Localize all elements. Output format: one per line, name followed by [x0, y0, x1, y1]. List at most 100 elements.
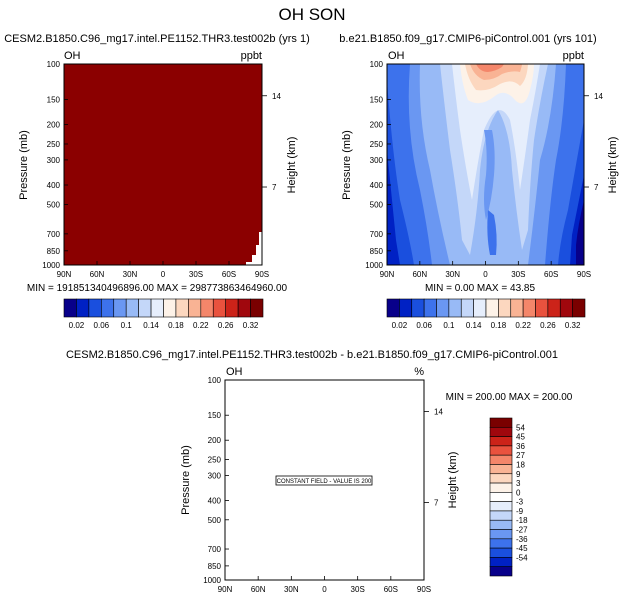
panel-left-label: OH — [388, 50, 405, 62]
colorbar-swatch — [510, 298, 524, 318]
colorbar-label: 0.22 — [193, 321, 209, 330]
colorbar-label: 0.14 — [143, 321, 159, 330]
colorbar-swatch — [535, 298, 549, 318]
y-tick-label: 100 — [47, 60, 61, 69]
colorbar-label: 0.1 — [443, 321, 455, 330]
colorbar-label: 0.18 — [168, 321, 184, 330]
colorbar-swatch — [125, 298, 139, 318]
latitude-axis: 90N 60N 30N 0 30S 60S 90S — [218, 576, 431, 594]
x-tick-label: 90S — [255, 270, 269, 279]
x-tick-label: 60S — [544, 270, 558, 279]
colorbar-swatch — [150, 298, 164, 318]
x-tick-label: 30S — [189, 270, 203, 279]
colorbar-label: -45 — [516, 544, 528, 553]
colorbar-swatch — [489, 473, 513, 484]
colorbar-swatch — [188, 298, 202, 318]
colorbar-swatch — [411, 298, 425, 318]
colorbar-swatch — [489, 519, 513, 530]
y-tick-label: 850 — [47, 247, 61, 256]
y-tick-label: 850 — [370, 247, 384, 256]
contour-notch — [246, 232, 262, 265]
pressure-axis: 100 150 200 250 300 400 500 700 850 1000 — [42, 60, 68, 270]
panel-title: CESM2.B1850.C96_mg17.intel.PE1152.THR3.t… — [66, 349, 558, 361]
pressure-axis: 100 150 200 250 300 400 500 700 850 1000 — [203, 376, 229, 585]
colorbar-swatch — [489, 417, 513, 428]
colorbar-label: 0.22 — [515, 321, 531, 330]
x-tick-label: 90N — [57, 270, 72, 279]
panel-title: CESM2.B1850.C96_mg17.intel.PE1152.THR3.t… — [4, 33, 310, 45]
colorbar-swatch — [559, 298, 573, 318]
y-tick-label: 100 — [208, 376, 222, 385]
colorbar-label: 0.06 — [416, 321, 432, 330]
height-axis: 14 7 — [262, 92, 281, 192]
y-tick-label: 200 — [370, 121, 384, 130]
panel-right-label: % — [414, 366, 424, 378]
colorbar-swatch — [489, 482, 513, 493]
colorbar-swatch — [237, 298, 251, 318]
x-tick-label: 30N — [445, 270, 460, 279]
y-tick-label: 700 — [208, 545, 222, 554]
y-tick-label: 300 — [370, 156, 384, 165]
colorbar-swatch — [163, 298, 177, 318]
y2-tick-label: 7 — [272, 183, 277, 192]
y-tick-label: 200 — [208, 436, 222, 445]
colorbar-label: -54 — [516, 553, 528, 562]
y-tick-label: 500 — [208, 516, 222, 525]
colorbar-label: -3 — [516, 498, 524, 507]
colorbar-swatch — [489, 510, 513, 521]
colorbar-swatch — [489, 547, 513, 558]
y2-axis-label: Height (km) — [607, 137, 619, 194]
colorbar-label: 18 — [516, 460, 525, 469]
colorbar-swatch — [489, 436, 513, 447]
colorbar-test: 0.02 0.06 0.1 0.14 0.18 0.22 0.26 0.32 — [63, 298, 264, 330]
colorbar-swatch — [489, 501, 513, 512]
colorbar-swatch — [76, 298, 90, 318]
y-tick-label: 150 — [370, 95, 384, 104]
colorbar-swatch — [489, 538, 513, 549]
colorbar-label: 0.32 — [565, 321, 581, 330]
y-tick-label: 250 — [208, 456, 222, 465]
height-axis: 14 7 — [584, 92, 603, 192]
latitude-axis: 90N 60N 30N 0 30S 60S 90S — [380, 261, 591, 279]
colorbar-swatch — [423, 298, 437, 318]
panel-title: b.e21.B1850.f09_g17.CMIP6-piControl.001 … — [339, 33, 596, 45]
y2-tick-label: 14 — [272, 92, 281, 101]
panel-stats: MIN = 0.00 MAX = 43.85 — [425, 283, 535, 294]
colorbar-swatch — [101, 298, 115, 318]
x-tick-label: 90N — [380, 270, 395, 279]
colorbar-swatch — [498, 298, 512, 318]
x-tick-label: 30S — [351, 585, 365, 594]
y-tick-label: 700 — [47, 230, 61, 239]
colorbar-swatch — [473, 298, 487, 318]
y2-tick-label: 14 — [594, 92, 603, 101]
colorbar-label: 0.26 — [218, 321, 234, 330]
colorbar-swatch — [522, 298, 536, 318]
x-tick-label: 0 — [322, 585, 327, 594]
panel-stats: MIN = 191851340496896.00 MAX = 298773863… — [27, 283, 288, 294]
colorbar-swatch — [448, 298, 462, 318]
y-tick-label: 250 — [370, 140, 384, 149]
page-title: OH SON — [278, 5, 345, 24]
constant-field-box — [275, 475, 373, 486]
colorbar-swatch — [225, 298, 239, 318]
x-tick-label: 60N — [412, 270, 427, 279]
colorbar-label: 0 — [516, 488, 521, 497]
colorbar-label: 27 — [516, 451, 525, 460]
panel-control: b.e21.B1850.f09_g17.CMIP6-piControl.001 … — [339, 33, 619, 294]
y-axis-label: Pressure (mb) — [18, 130, 30, 200]
colorbar-swatch — [212, 298, 226, 318]
contour-field — [64, 64, 262, 265]
colorbar-label: -27 — [516, 526, 528, 535]
pressure-axis: 100 150 200 250 300 400 500 700 850 1000 — [365, 60, 391, 270]
x-tick-label: 60N — [90, 270, 105, 279]
y-tick-label: 500 — [47, 200, 61, 209]
colorbar-label: -18 — [516, 516, 528, 525]
y-tick-label: 300 — [208, 471, 222, 480]
panel-right-label: ppbt — [563, 50, 584, 62]
y-tick-label: 300 — [47, 156, 61, 165]
colorbar-swatch — [175, 298, 189, 318]
colorbar-label: -9 — [516, 507, 524, 516]
y-tick-label: 100 — [370, 60, 384, 69]
colorbar-swatch — [489, 492, 513, 502]
y2-axis-label: Height (km) — [286, 137, 298, 194]
